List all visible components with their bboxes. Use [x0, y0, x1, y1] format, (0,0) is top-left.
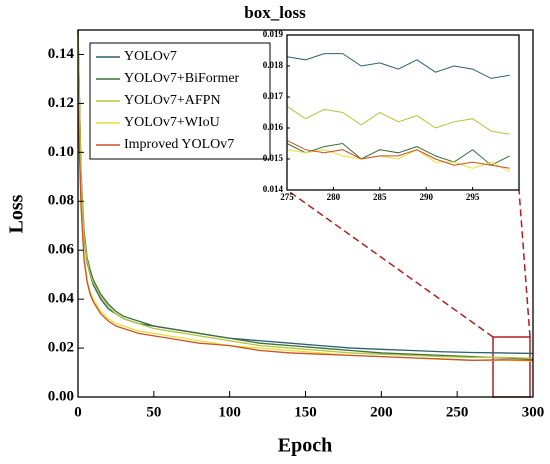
- data-line: [286, 149, 510, 172]
- data-line: [286, 53, 510, 79]
- x-tick-label: 295: [466, 192, 480, 202]
- y-tick-label: 0.00: [48, 388, 74, 404]
- legend-label: YOLOv7: [124, 49, 177, 64]
- zoom-connector: [286, 189, 494, 338]
- y-tick-label: 0.04: [48, 291, 75, 307]
- x-tick-label: 290: [419, 192, 433, 202]
- x-tick-label: 275: [280, 192, 294, 202]
- y-tick-label: 0.14: [48, 46, 75, 62]
- zoom-connector: [518, 189, 531, 338]
- x-tick-label: 100: [218, 404, 241, 420]
- data-line: [77, 29, 534, 360]
- legend-label: YOLOv7+WIoU: [124, 115, 220, 130]
- data-line: [77, 29, 534, 359]
- zoom-box: [492, 336, 531, 398]
- inset-frame: [286, 34, 520, 191]
- y-tick-label: 0.015: [263, 153, 284, 163]
- x-tick-label: 150: [294, 404, 317, 420]
- y-tick-label: 0.10: [48, 144, 74, 160]
- x-axis-label: Epoch: [278, 435, 332, 457]
- y-tick-label: 0.017: [263, 91, 284, 101]
- y-tick-label: 0.018: [263, 60, 284, 70]
- x-tick-label: 50: [146, 404, 161, 420]
- y-tick-label: 0.016: [263, 122, 284, 132]
- x-tick-label: 200: [370, 404, 393, 420]
- y-axis-label: Loss: [6, 194, 28, 233]
- chart-title: box_loss: [244, 3, 306, 22]
- data-line: [286, 139, 510, 169]
- y-tick-label: 0.12: [48, 95, 74, 111]
- data-line: [77, 103, 534, 361]
- x-tick-label: 280: [327, 192, 341, 202]
- y-tick-label: 0.019: [263, 29, 284, 39]
- plot-frame: [286, 34, 520, 191]
- data-line: [286, 105, 510, 135]
- x-tick-label: 0: [74, 404, 82, 420]
- y-tick-label: 0.06: [48, 242, 75, 258]
- x-tick-label: 300: [522, 404, 545, 420]
- legend-label: YOLOv7+AFPN: [124, 93, 221, 108]
- legend-label: YOLOv7+BiFormer: [124, 71, 240, 86]
- legend-label: Improved YOLOv7: [124, 137, 234, 152]
- y-tick-label: 0.08: [48, 193, 74, 209]
- x-tick-label: 285: [373, 192, 387, 202]
- y-tick-label: 0.02: [48, 340, 74, 356]
- y-tick-label: 0.014: [263, 184, 284, 194]
- data-line: [286, 142, 510, 166]
- x-tick-label: 250: [446, 404, 469, 420]
